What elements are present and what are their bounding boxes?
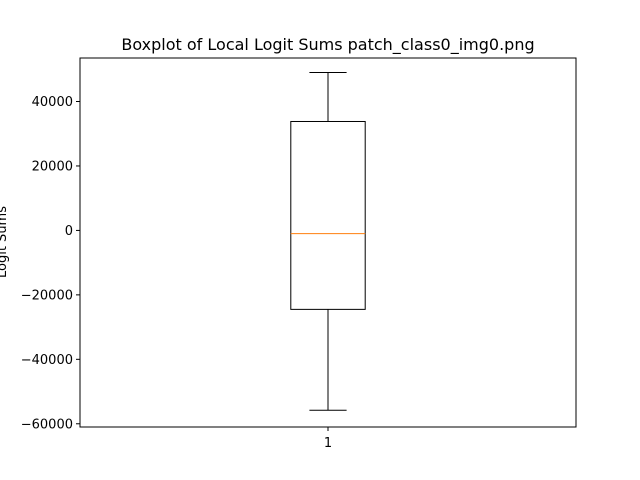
box-group bbox=[290, 72, 366, 411]
box-iqr bbox=[290, 120, 366, 310]
chart-title: Boxplot of Local Logit Sums patch_class0… bbox=[121, 35, 534, 55]
y-tick-label: 0 bbox=[65, 224, 73, 239]
y-tick-label: −60000 bbox=[21, 417, 73, 432]
y-axis-ticks: −60000 −40000 −20000 0 20000 40000 bbox=[21, 95, 80, 432]
x-axis-ticks: 1 bbox=[324, 427, 332, 451]
x-tick-label: 1 bbox=[324, 436, 332, 451]
y-tick-label: −20000 bbox=[21, 288, 73, 303]
y-tick-label: 20000 bbox=[32, 159, 73, 174]
y-tick-label: −40000 bbox=[21, 353, 73, 368]
y-axis-label: Logit Sums bbox=[0, 206, 10, 278]
y-tick-label: 40000 bbox=[32, 95, 73, 110]
plot-area-frame bbox=[79, 57, 577, 428]
